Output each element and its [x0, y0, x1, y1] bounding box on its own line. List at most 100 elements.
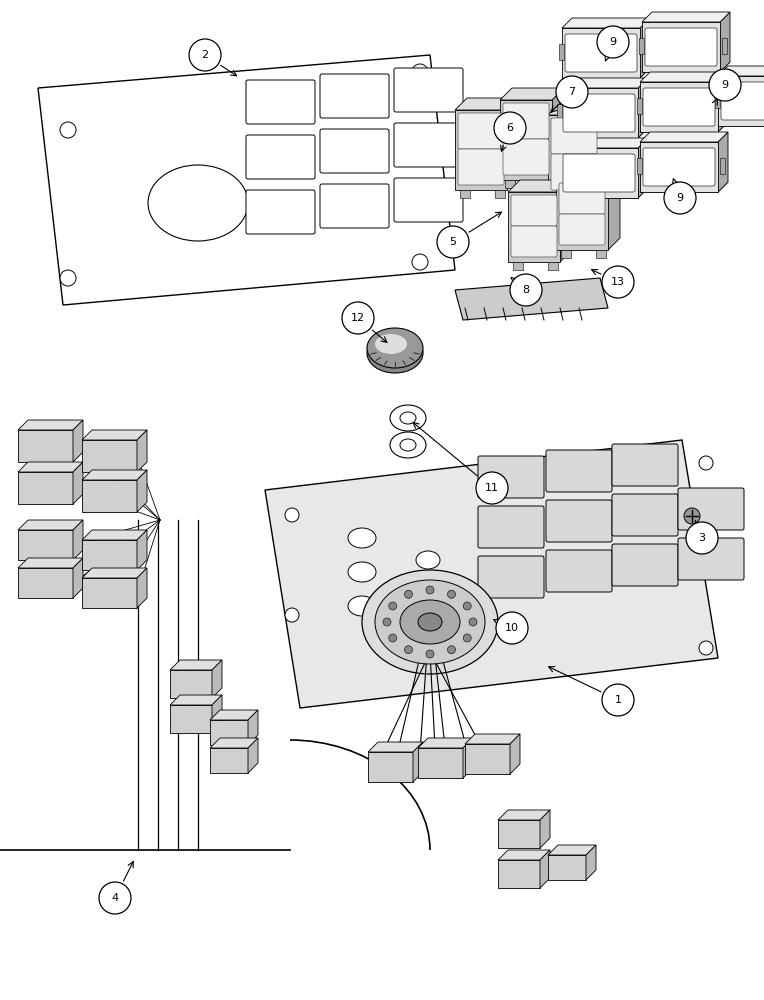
Polygon shape	[640, 132, 728, 142]
Bar	[505, 180, 515, 188]
Text: 7: 7	[568, 87, 575, 97]
Polygon shape	[210, 720, 248, 745]
FancyBboxPatch shape	[394, 178, 463, 222]
Polygon shape	[82, 430, 147, 440]
Polygon shape	[556, 168, 620, 180]
Polygon shape	[560, 138, 648, 148]
Circle shape	[389, 602, 397, 610]
Ellipse shape	[400, 600, 460, 644]
Bar	[720, 98, 725, 114]
Bar	[557, 104, 562, 120]
Polygon shape	[640, 82, 718, 132]
FancyBboxPatch shape	[246, 135, 315, 179]
Circle shape	[285, 508, 299, 522]
Text: 1: 1	[614, 695, 621, 705]
Polygon shape	[18, 420, 83, 430]
Ellipse shape	[367, 328, 423, 368]
Polygon shape	[210, 710, 258, 720]
Polygon shape	[455, 98, 519, 110]
Polygon shape	[640, 122, 728, 132]
FancyBboxPatch shape	[563, 94, 635, 132]
Polygon shape	[540, 850, 550, 888]
FancyBboxPatch shape	[503, 139, 549, 175]
Polygon shape	[170, 660, 222, 670]
Polygon shape	[718, 66, 764, 76]
Polygon shape	[18, 430, 73, 462]
FancyBboxPatch shape	[612, 544, 678, 586]
Polygon shape	[170, 695, 222, 705]
Bar	[637, 98, 642, 114]
Polygon shape	[18, 568, 73, 598]
Text: 2: 2	[202, 50, 209, 60]
Circle shape	[448, 646, 455, 654]
Circle shape	[496, 612, 528, 644]
Bar	[715, 92, 720, 108]
Polygon shape	[82, 530, 147, 540]
Text: 4: 4	[112, 893, 118, 903]
Polygon shape	[586, 845, 596, 880]
Polygon shape	[212, 660, 222, 698]
FancyBboxPatch shape	[478, 456, 544, 498]
Bar	[513, 262, 523, 270]
Circle shape	[463, 634, 471, 642]
Circle shape	[602, 684, 634, 716]
FancyBboxPatch shape	[458, 149, 504, 185]
Text: 13: 13	[611, 277, 625, 287]
Polygon shape	[548, 855, 586, 880]
Circle shape	[60, 122, 76, 138]
Circle shape	[686, 522, 718, 554]
Polygon shape	[18, 558, 83, 568]
Circle shape	[342, 302, 374, 334]
Polygon shape	[552, 88, 564, 180]
Bar	[561, 250, 571, 258]
Circle shape	[494, 112, 526, 144]
FancyBboxPatch shape	[559, 183, 605, 214]
Circle shape	[699, 456, 713, 470]
Polygon shape	[455, 110, 507, 190]
Polygon shape	[248, 710, 258, 745]
Ellipse shape	[375, 580, 485, 664]
Polygon shape	[560, 180, 572, 262]
FancyBboxPatch shape	[721, 82, 764, 120]
FancyBboxPatch shape	[551, 154, 597, 190]
FancyBboxPatch shape	[394, 123, 463, 167]
Ellipse shape	[416, 551, 440, 569]
Text: 8: 8	[523, 285, 529, 295]
Polygon shape	[82, 440, 137, 472]
Polygon shape	[560, 78, 648, 88]
Bar	[460, 190, 470, 198]
Polygon shape	[137, 530, 147, 570]
Polygon shape	[508, 180, 572, 192]
FancyBboxPatch shape	[565, 34, 637, 72]
Text: 12: 12	[351, 313, 365, 323]
Circle shape	[699, 551, 713, 565]
FancyBboxPatch shape	[546, 500, 612, 542]
Circle shape	[426, 586, 434, 594]
FancyBboxPatch shape	[645, 28, 717, 66]
Polygon shape	[82, 540, 137, 570]
Polygon shape	[642, 22, 720, 72]
Polygon shape	[562, 68, 650, 78]
FancyBboxPatch shape	[394, 68, 463, 112]
FancyBboxPatch shape	[503, 103, 549, 139]
Polygon shape	[82, 480, 137, 512]
Bar	[553, 195, 563, 203]
Ellipse shape	[400, 412, 416, 424]
Circle shape	[699, 641, 713, 655]
Polygon shape	[556, 180, 608, 250]
Polygon shape	[18, 530, 73, 560]
Polygon shape	[137, 430, 147, 472]
Polygon shape	[212, 695, 222, 733]
Polygon shape	[548, 845, 596, 855]
Polygon shape	[368, 752, 413, 782]
Circle shape	[412, 254, 428, 270]
Bar	[557, 164, 562, 180]
Polygon shape	[498, 820, 540, 848]
Bar	[640, 104, 645, 120]
Polygon shape	[548, 115, 600, 195]
Circle shape	[437, 226, 469, 258]
Polygon shape	[265, 440, 718, 708]
Circle shape	[412, 64, 428, 80]
FancyBboxPatch shape	[320, 129, 389, 173]
Bar	[642, 44, 647, 60]
